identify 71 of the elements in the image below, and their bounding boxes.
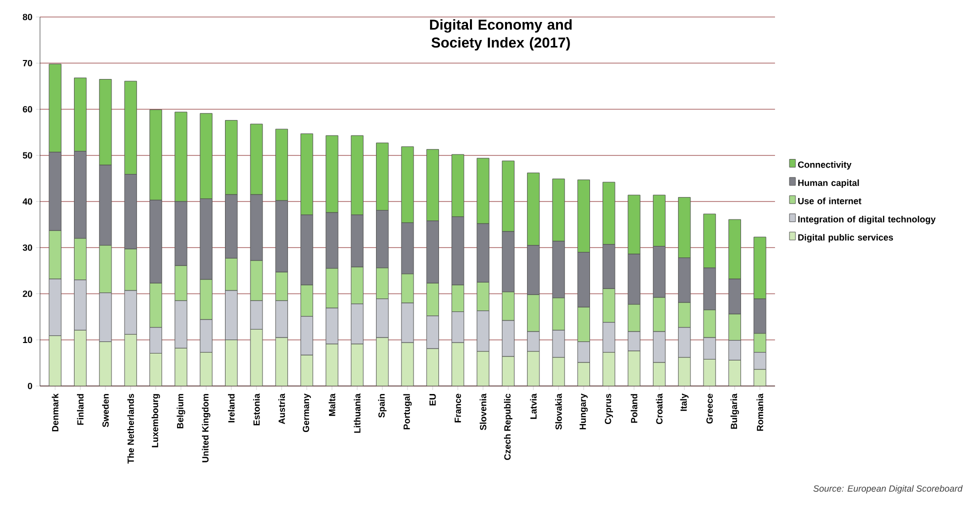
bar — [502, 356, 514, 386]
y-tick-label: 30 — [22, 244, 32, 251]
x-tick-label: Poland — [630, 394, 638, 423]
bar — [350, 344, 364, 386]
bar — [728, 360, 742, 386]
bar — [452, 342, 464, 386]
source-note: Source: European Digital Scoreboard — [813, 485, 963, 494]
y-tick-label: 60 — [22, 106, 32, 112]
x-tick-label: Ireland — [228, 394, 235, 422]
x-tick-label: Spain — [378, 394, 387, 418]
bar — [124, 334, 137, 386]
x-tick-label: United Kingdom — [202, 394, 210, 462]
bar — [74, 330, 87, 386]
x-tick-label: Sweden — [102, 394, 109, 428]
legend-label: Human capital — [798, 179, 859, 188]
y-tick-label: 10 — [23, 336, 32, 344]
x-tick-label: Latvia — [530, 393, 537, 419]
x-tick-label: Slovakia — [555, 393, 562, 430]
x-tick-label: Portugal — [403, 394, 412, 430]
x-tick-label: Finland — [76, 394, 84, 425]
bar — [628, 350, 640, 386]
x-tick-label: Luxembourg — [152, 394, 160, 448]
x-tick-label: Belgium — [176, 394, 186, 428]
x-tick-label: Slovenia — [480, 393, 486, 430]
x-tick-label: Hungary — [580, 394, 588, 430]
bar — [99, 341, 112, 386]
x-tick-label: Bulgaria — [730, 393, 739, 429]
x-tick-label: Lithuania — [354, 393, 360, 433]
bar — [200, 352, 212, 386]
legend-label: Integration of digital technology — [798, 216, 936, 224]
x-tick-label: Austria — [278, 393, 285, 424]
bar — [225, 340, 238, 386]
text: Digital Economy and Society Index (2017) — [430, 19, 572, 51]
legend-label: Digital public services — [798, 234, 894, 242]
x-tick-label: Estonia — [253, 393, 260, 426]
bar — [754, 369, 766, 386]
bar — [376, 337, 389, 386]
bar — [577, 362, 590, 386]
x-tick-label: France — [454, 394, 461, 422]
y-tick-label: 0 — [28, 382, 32, 390]
y-tick-label: 20 — [22, 290, 32, 297]
bar — [150, 353, 162, 386]
bar — [602, 352, 616, 386]
bar — [527, 351, 540, 386]
bar — [275, 337, 288, 386]
bar — [703, 358, 716, 386]
x-tick-label: Cyprus — [604, 394, 613, 424]
y-tick-label: 50 — [22, 152, 32, 159]
x-tick-label: Malta — [328, 393, 336, 416]
x-tick-label: The Netherlands — [127, 394, 134, 464]
x-tick-label: Greece — [706, 394, 713, 424]
legend-label: Use of internet — [798, 198, 862, 204]
x-tick-label: Croatia — [656, 393, 663, 424]
bar — [652, 362, 666, 386]
y-tick-label: 70 — [22, 60, 32, 66]
bar — [552, 357, 565, 386]
bar — [174, 348, 188, 386]
x-tick-label: EU — [430, 394, 436, 406]
bar — [426, 348, 439, 386]
legend-label: Connectivity — [798, 161, 852, 170]
x-tick-label: Denmark — [52, 393, 58, 432]
x-tick-label: Romania — [756, 393, 764, 431]
x-tick-label: Italy — [680, 394, 689, 411]
y-tick-label: 80 — [22, 14, 32, 20]
bar — [300, 354, 314, 386]
bar — [678, 357, 691, 386]
x-tick-label: Czech Republic — [504, 394, 512, 460]
x-tick-label: Germany — [302, 394, 311, 432]
bar — [48, 335, 62, 386]
bar — [250, 329, 263, 386]
y-tick-label: 40 — [22, 198, 32, 205]
